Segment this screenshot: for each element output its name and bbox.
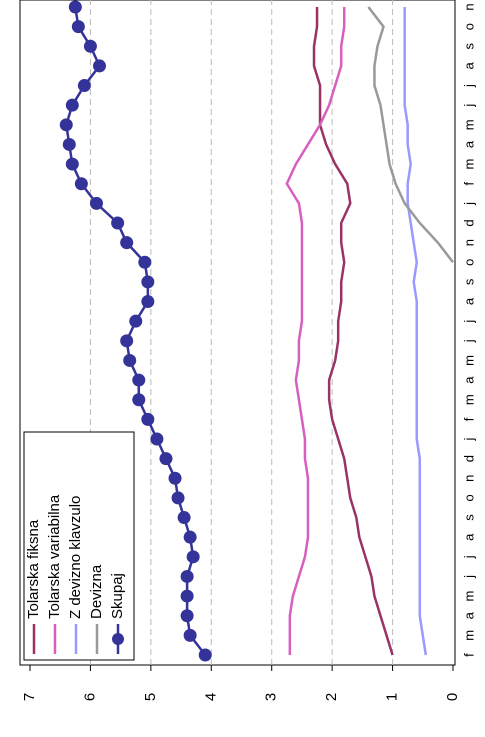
point — [92, 59, 106, 73]
x-tick-label: o — [461, 259, 476, 266]
point — [111, 216, 125, 230]
point — [89, 196, 103, 210]
point — [186, 550, 200, 564]
x-tick-label: m — [461, 119, 476, 130]
x-tick-label: j — [461, 437, 476, 441]
x-tick-label: j — [461, 84, 476, 88]
rotated-chart: 0 1 2 3 4 5 6 7 f m a m j j a s o n d j f m a m j j a s o n d j f m a m j j a s… — [19, 0, 476, 701]
point — [120, 236, 134, 250]
x-tick-label: f — [461, 417, 476, 421]
series-line — [403, 7, 428, 656]
x-tick-label: d — [461, 455, 476, 462]
x-tick-label: n — [461, 475, 476, 482]
point — [62, 137, 76, 151]
point — [68, 0, 82, 14]
y-tick-label: 1 — [384, 693, 401, 701]
x-tick-label: a — [461, 140, 476, 148]
point — [123, 353, 137, 367]
x-tick-label: f — [461, 653, 476, 657]
point — [141, 412, 155, 426]
x-tick-label: m — [461, 159, 476, 170]
point — [168, 471, 182, 485]
x-tick-label: n — [461, 239, 476, 246]
x-tick-label: a — [461, 533, 476, 541]
point — [65, 98, 79, 112]
x-tick-label: j — [461, 575, 476, 579]
y-tick-label: 6 — [81, 693, 98, 701]
legend-label: Z devizno klavzulo — [67, 496, 84, 619]
x-tick-label: j — [461, 339, 476, 343]
series-line — [367, 6, 454, 264]
plot-frame — [19, 0, 456, 666]
point — [171, 491, 185, 505]
point — [132, 393, 146, 407]
point — [180, 589, 194, 603]
point — [65, 157, 79, 171]
point — [180, 569, 194, 583]
y-tick-label: 7 — [21, 693, 38, 701]
x-tick-label: a — [461, 297, 476, 305]
x-tick-label: f — [461, 182, 476, 186]
y-tick-label: 2 — [323, 693, 340, 701]
x-tick-label: j — [461, 104, 476, 108]
series-line — [64, 6, 207, 656]
y-tick-label: 0 — [444, 693, 461, 701]
y-tick-label: 5 — [142, 693, 159, 701]
x-tick-label: a — [461, 611, 476, 619]
x-tick-label: j — [461, 202, 476, 206]
point — [177, 511, 191, 525]
x-tick-label: s — [461, 278, 476, 285]
point — [141, 295, 155, 309]
x-tick-label: j — [461, 555, 476, 559]
point — [138, 255, 152, 269]
legend-label: Devizna — [88, 564, 105, 619]
series-line — [285, 7, 346, 655]
x-tick-label: a — [461, 62, 476, 70]
point — [159, 452, 173, 466]
x-tick-label: n — [461, 3, 476, 10]
x-tick-label: m — [461, 630, 476, 641]
series-line — [312, 7, 394, 656]
legend-label: Tolarska fiksna — [25, 519, 42, 619]
point — [120, 334, 134, 348]
point — [198, 648, 212, 662]
x-tick-label: m — [461, 591, 476, 602]
legend-box — [23, 431, 135, 661]
point — [83, 39, 97, 53]
legend-label: Tolarska variabilna — [46, 494, 63, 619]
point — [59, 118, 73, 132]
x-tick-label: o — [461, 23, 476, 30]
point — [183, 628, 197, 642]
x-tick-label: o — [461, 494, 476, 501]
x-tick-label: s — [461, 514, 476, 521]
point — [150, 432, 164, 446]
y-tick-label: 4 — [202, 693, 219, 701]
legend-label: Skupaj — [109, 573, 126, 619]
y-tick-label: 3 — [263, 693, 280, 701]
x-tick-label: a — [461, 376, 476, 384]
point — [141, 275, 155, 289]
point — [74, 177, 88, 191]
point — [77, 79, 91, 93]
x-tick-label: s — [461, 43, 476, 50]
point — [129, 314, 143, 328]
x-tick-label: m — [461, 394, 476, 405]
point — [71, 20, 85, 34]
x-tick-label: d — [461, 219, 476, 226]
point — [183, 530, 197, 544]
legend-marker — [112, 633, 124, 645]
point — [132, 373, 146, 387]
x-tick-label: j — [461, 320, 476, 324]
x-tick-label: m — [461, 355, 476, 366]
point — [180, 609, 194, 623]
